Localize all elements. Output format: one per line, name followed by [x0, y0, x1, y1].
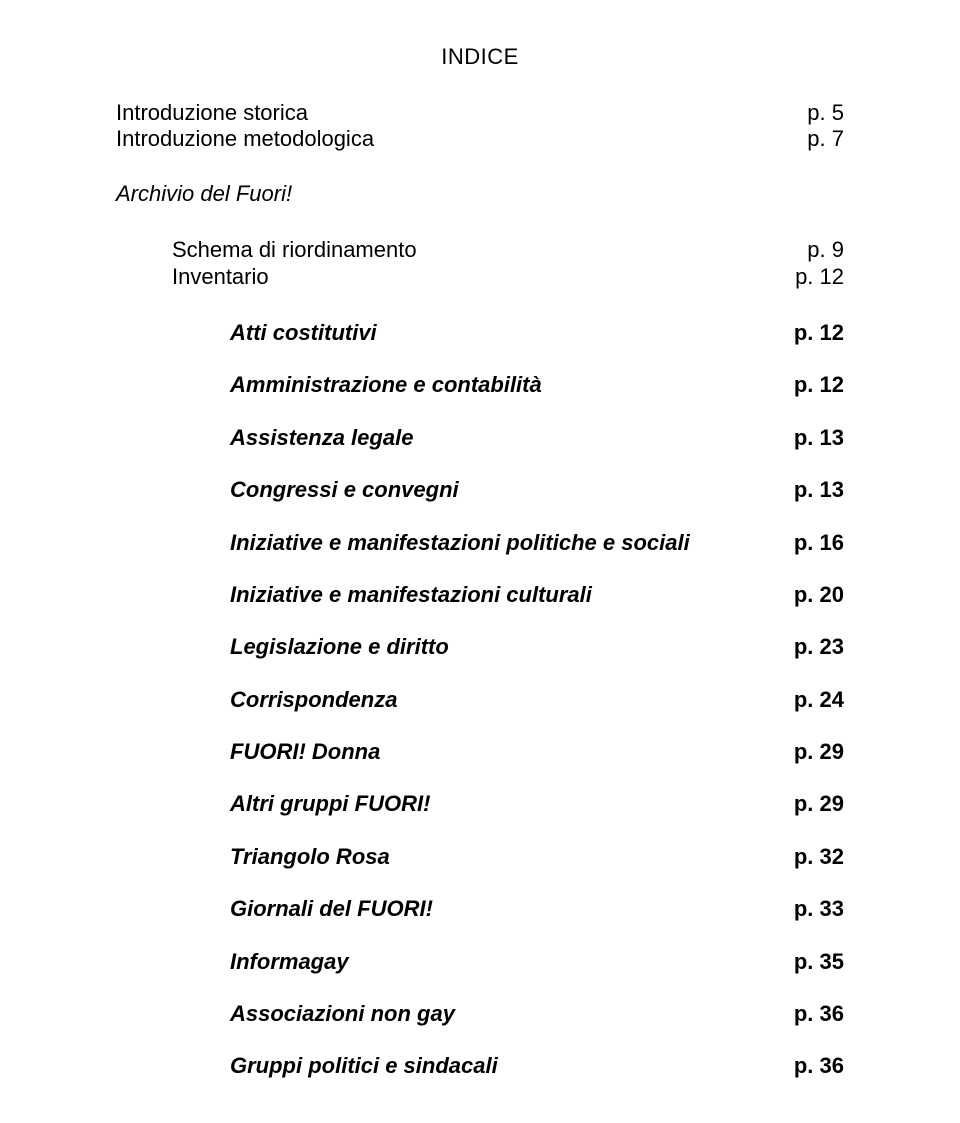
section-label: Triangolo Rosa — [230, 844, 390, 870]
section-row: Giornali del FUORI! p. 33 — [230, 896, 844, 922]
schema-label: Inventario — [172, 264, 269, 290]
schema-row: Schema di riordinamento p. 9 — [172, 237, 844, 263]
section-row: Legislazione e diritto p. 23 — [230, 634, 844, 660]
section-page: p. 35 — [794, 949, 844, 975]
section-row: Iniziative e manifestazioni politiche e … — [230, 530, 844, 556]
section-row: Informagay p. 35 — [230, 949, 844, 975]
section-page: p. 12 — [794, 372, 844, 398]
section-label: Congressi e convegni — [230, 477, 459, 503]
section-page: p. 29 — [794, 791, 844, 817]
section-label: Iniziative e manifestazioni culturali — [230, 582, 592, 608]
archivio-row: Archivio del Fuori! — [116, 181, 844, 207]
section-label: Associazioni non gay — [230, 1001, 455, 1027]
section-label: Legislazione e diritto — [230, 634, 449, 660]
section-label: Corrispondenza — [230, 687, 397, 713]
section-label: Amministrazione e contabilità — [230, 372, 542, 398]
section-page: p. 16 — [794, 530, 844, 556]
section-row: Corrispondenza p. 24 — [230, 687, 844, 713]
section-row: Congressi e convegni p. 13 — [230, 477, 844, 503]
section-page: p. 32 — [794, 844, 844, 870]
archivio-label: Archivio del Fuori! — [116, 181, 292, 207]
section-label: Atti costitutivi — [230, 320, 377, 346]
schema-label: Schema di riordinamento — [172, 237, 417, 263]
schema-row: Inventario p. 12 — [172, 264, 844, 290]
intro-page: p. 5 — [807, 100, 844, 126]
intro-label: Introduzione storica — [116, 100, 308, 126]
section-page: p. 20 — [794, 582, 844, 608]
section-label: Altri gruppi FUORI! — [230, 791, 430, 817]
intro-block: Introduzione storica p. 5 Introduzione m… — [116, 100, 844, 153]
section-page: p. 33 — [794, 896, 844, 922]
section-page: p. 24 — [794, 687, 844, 713]
section-label: Informagay — [230, 949, 349, 975]
sections-block: Atti costitutivi p. 12 Amministrazione e… — [116, 320, 844, 1080]
schema-page: p. 9 — [807, 237, 844, 263]
section-row: Assistenza legale p. 13 — [230, 425, 844, 451]
section-page: p. 12 — [794, 320, 844, 346]
section-row: FUORI! Donna p. 29 — [230, 739, 844, 765]
section-row: Amministrazione e contabilità p. 12 — [230, 372, 844, 398]
section-row: Atti costitutivi p. 12 — [230, 320, 844, 346]
section-page: p. 29 — [794, 739, 844, 765]
section-page: p. 13 — [794, 477, 844, 503]
archivio-block: Archivio del Fuori! — [116, 181, 844, 207]
section-row: Iniziative e manifestazioni culturali p.… — [230, 582, 844, 608]
section-label: Assistenza legale — [230, 425, 413, 451]
section-page: p. 23 — [794, 634, 844, 660]
page-title: INDICE — [116, 44, 844, 70]
section-label: Iniziative e manifestazioni politiche e … — [230, 530, 690, 556]
intro-label: Introduzione metodologica — [116, 126, 374, 152]
section-row: Altri gruppi FUORI! p. 29 — [230, 791, 844, 817]
section-row: Gruppi politici e sindacali p. 36 — [230, 1053, 844, 1079]
section-label: Giornali del FUORI! — [230, 896, 433, 922]
schema-page: p. 12 — [795, 264, 844, 290]
section-page: p. 13 — [794, 425, 844, 451]
intro-page: p. 7 — [807, 126, 844, 152]
section-row: Triangolo Rosa p. 32 — [230, 844, 844, 870]
section-label: Gruppi politici e sindacali — [230, 1053, 498, 1079]
intro-row: Introduzione metodologica p. 7 — [116, 126, 844, 152]
section-label: FUORI! Donna — [230, 739, 380, 765]
section-page: p. 36 — [794, 1001, 844, 1027]
intro-row: Introduzione storica p. 5 — [116, 100, 844, 126]
section-page: p. 36 — [794, 1053, 844, 1079]
schema-block: Schema di riordinamento p. 9 Inventario … — [116, 237, 844, 290]
section-row: Associazioni non gay p. 36 — [230, 1001, 844, 1027]
